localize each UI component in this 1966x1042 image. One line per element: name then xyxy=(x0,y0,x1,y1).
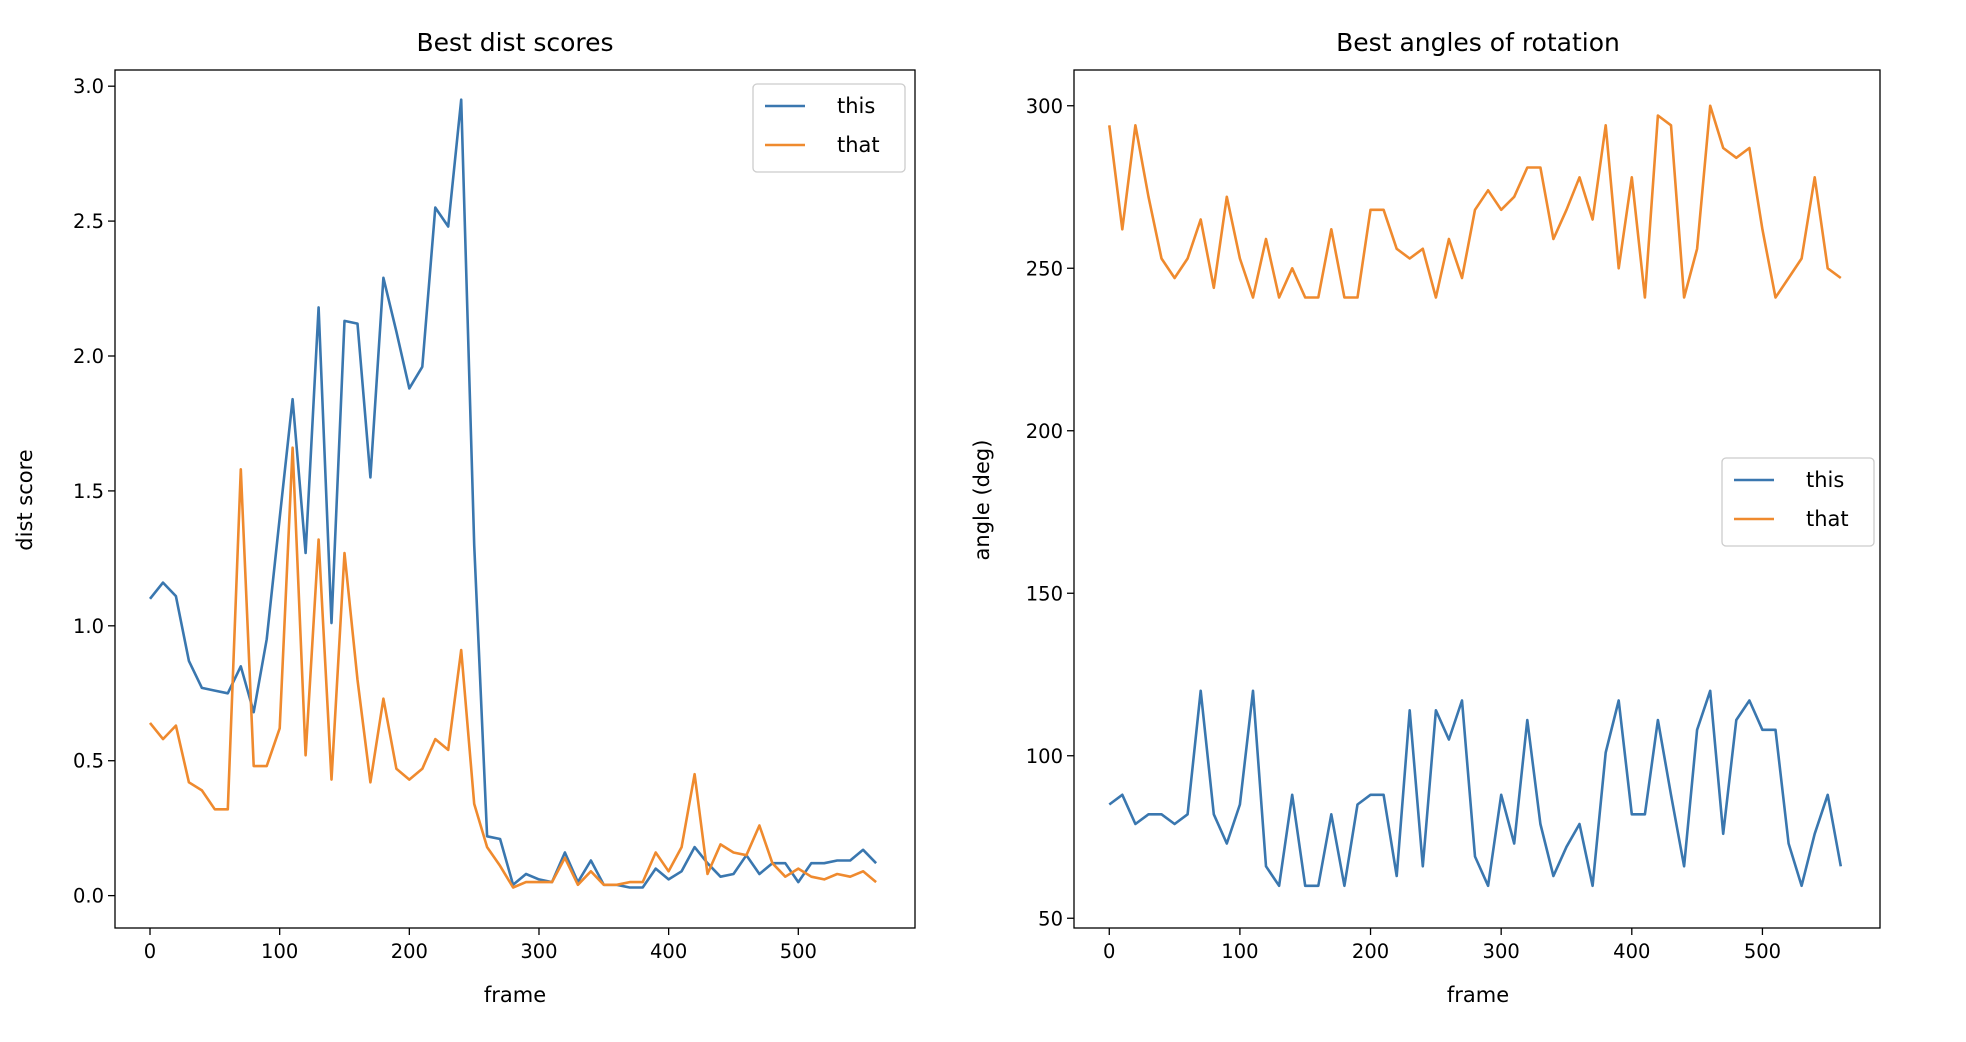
dist-scores-ytick-label: 2.0 xyxy=(73,345,104,368)
dist-scores-title: Best dist scores xyxy=(416,28,613,57)
dist-scores-xtick-label: 200 xyxy=(391,940,428,963)
dist-scores-ytick-label: 0.5 xyxy=(73,750,104,773)
rotation-angles-xlabel: frame xyxy=(1447,983,1509,1007)
rotation-angles-xtick-label: 200 xyxy=(1352,940,1389,963)
rotation-angles-ytick-label: 50 xyxy=(1038,907,1063,930)
rotation-angles-plot-area: 0 100 200 300 400 500 50 100 150 200 250 300 xyxy=(1026,69,1881,963)
rotation-angles-xtick-label: 500 xyxy=(1744,940,1781,963)
rotation-angles-ytick-label: 250 xyxy=(1026,257,1063,280)
legend-label-that: that xyxy=(1806,507,1849,531)
dist-scores-xtick-label: 300 xyxy=(520,940,557,963)
rotation-angles-legend: this that xyxy=(1721,457,1875,547)
rotation-angles-xtick-label: 400 xyxy=(1613,940,1650,963)
dist-scores-series-this xyxy=(148,98,878,889)
rotation-angles-ytick-label: 100 xyxy=(1026,745,1063,768)
dist-scores-ylabel: dist score xyxy=(13,449,37,550)
legend-label-that: that xyxy=(837,133,880,157)
rotation-angles-ylabel: angle (deg) xyxy=(970,440,994,561)
dist-scores-plot-area: 0 100 200 300 400 500 0.0 0.5 1.0 1.5 2.0 2.5 3.0 xyxy=(73,69,916,963)
dist-scores-xtick-label: 500 xyxy=(780,940,817,963)
rotation-angles-axes-frame xyxy=(1073,69,1881,929)
rotation-angles-subplot: Best angles of rotation 0 100 200 300 400 500… xyxy=(970,28,1881,1007)
rotation-angles-xtick-label: 100 xyxy=(1221,940,1258,963)
dist-scores-xlabel: frame xyxy=(484,983,546,1007)
dist-scores-ytick-label: 1.5 xyxy=(73,480,104,503)
dist-scores-xtick-label: 400 xyxy=(650,940,687,963)
dist-scores-ytick-label: 2.5 xyxy=(73,210,104,233)
legend-label-this: this xyxy=(1806,468,1844,492)
dist-scores-xtick-label: 100 xyxy=(261,940,298,963)
dist-scores-ytick-label: 3.0 xyxy=(73,75,104,98)
dist-scores-legend: this that xyxy=(752,83,906,173)
legend-frame xyxy=(1721,457,1875,547)
dist-scores-ytick-label: 1.0 xyxy=(73,615,104,638)
rotation-angles-series-that xyxy=(1108,104,1842,299)
dist-scores-series-that xyxy=(148,446,877,889)
dist-scores-ytick-label: 0.0 xyxy=(73,885,104,908)
rotation-angles-xtick-label: 0 xyxy=(1103,940,1115,963)
legend-frame xyxy=(752,83,906,173)
rotation-angles-ytick-label: 300 xyxy=(1026,95,1063,118)
rotation-angles-ytick-label: 150 xyxy=(1026,582,1063,605)
dist-scores-xtick-label: 0 xyxy=(144,940,156,963)
dist-scores-axes-frame xyxy=(114,69,916,929)
rotation-angles-ytick-label: 200 xyxy=(1026,420,1063,443)
dist-scores-subplot: Best dist scores 0 100 200 300 400 500 0.0 0.5 1… xyxy=(13,28,916,1007)
rotation-angles-title: Best angles of rotation xyxy=(1336,28,1620,57)
rotation-angles-series-this xyxy=(1108,689,1843,888)
rotation-angles-xtick-label: 300 xyxy=(1483,940,1520,963)
legend-label-this: this xyxy=(837,94,875,118)
